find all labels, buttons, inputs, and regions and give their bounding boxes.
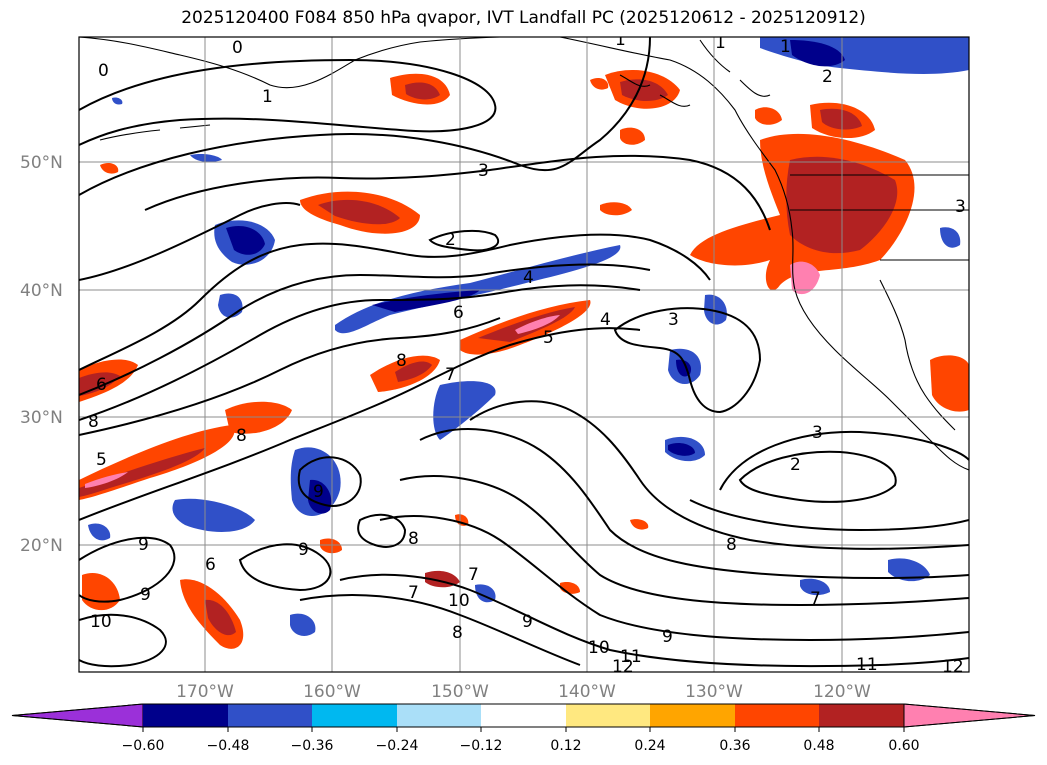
contour-label: 3 xyxy=(955,197,966,217)
colorbar-bin xyxy=(143,704,228,727)
contour-label: 9 xyxy=(140,585,151,605)
colorbar-extend-high xyxy=(903,703,1036,728)
contour-label: 8 xyxy=(452,623,463,643)
coastline xyxy=(79,37,969,471)
contour-label: 1 xyxy=(780,37,791,57)
contour-label: 4 xyxy=(600,310,611,330)
lat-label-30n: 30°N xyxy=(20,408,63,428)
contour-label: 3 xyxy=(812,423,823,443)
lon-label-120w: 120°W xyxy=(813,682,871,702)
colorbar-tick-label: −0.48 xyxy=(207,738,250,754)
contour-label: 0 xyxy=(98,61,109,81)
lon-label-160w: 160°W xyxy=(303,682,361,702)
contour-label: 5 xyxy=(543,328,554,348)
contour-label: 10 xyxy=(448,591,470,611)
colorbar-tick-label: −0.24 xyxy=(376,738,419,754)
contour-label: 1 xyxy=(615,30,626,50)
lat-label-40n: 40°N xyxy=(20,281,63,301)
colorbar-tick-label: −0.12 xyxy=(460,738,503,754)
contour-label: 3 xyxy=(668,310,679,330)
colorbar-bin xyxy=(481,704,566,727)
colorbar-bin xyxy=(566,704,650,727)
colorbar-tick-label: 0.60 xyxy=(888,738,919,754)
contour-label: 11 xyxy=(856,655,878,675)
map-title: 2025120400 F084 850 hPa qvapor, IVT Land… xyxy=(181,8,866,28)
contour-label: 8 xyxy=(88,412,99,432)
contour-label: 4 xyxy=(523,268,534,288)
positive-anomaly-areas xyxy=(79,70,969,649)
longitude-labels: 170°W 160°W 150°W 140°W 130°W 120°W xyxy=(176,682,871,702)
colorbar: −0.60 −0.48 −0.36 −0.24 −0.12 0.12 0.24 … xyxy=(11,703,1036,754)
colorbar-bin xyxy=(397,704,481,727)
colorbar-bin xyxy=(650,704,735,727)
colorbar-extend-low xyxy=(11,703,144,728)
contour-label: 3 xyxy=(478,161,489,181)
contour-label: 8 xyxy=(396,351,407,371)
lon-label-130w: 130°W xyxy=(685,682,743,702)
colorbar-tick-label: −0.60 xyxy=(122,738,165,754)
contour-label: 10 xyxy=(90,612,112,632)
contour-label: 6 xyxy=(96,375,107,395)
contour-label: 8 xyxy=(236,426,247,446)
contour-label: 1 xyxy=(715,33,726,53)
colorbar-tick-label: 0.24 xyxy=(634,738,665,754)
lat-label-20n: 20°N xyxy=(20,536,63,556)
contour-label: 0 xyxy=(232,38,243,58)
lon-label-150w: 150°W xyxy=(431,682,489,702)
contour-label: 12 xyxy=(942,657,964,677)
contour-label: 1 xyxy=(262,87,273,107)
gridlines xyxy=(79,37,969,672)
map-panel: 0 0 1 1 1 1 2 3 2 4 6 4 3 5 8 7 8 6 8 5 … xyxy=(79,30,969,677)
colorbar-tick-label: 0.36 xyxy=(719,738,750,754)
contour-label: 2 xyxy=(790,455,801,475)
contour-label: 2 xyxy=(822,67,833,87)
contour-label: 11 xyxy=(620,647,642,667)
colorbar-bin xyxy=(735,704,819,727)
colorbar-tick-label: 0.12 xyxy=(550,738,581,754)
contour-label: 12 xyxy=(612,657,634,677)
contour-label: 7 xyxy=(408,583,419,603)
contour-label: 9 xyxy=(298,540,309,560)
colorbar-bin xyxy=(819,704,904,727)
colorbar-bin xyxy=(312,704,397,727)
contour-label: 2 xyxy=(445,230,456,250)
lon-label-170w: 170°W xyxy=(176,682,234,702)
colorbar-ticks xyxy=(142,727,905,732)
colorbar-bin xyxy=(228,704,312,727)
latitude-labels: 50°N 40°N 30°N 20°N xyxy=(20,153,63,556)
contour-label: 9 xyxy=(313,482,324,502)
contour-label: 6 xyxy=(453,303,464,323)
lat-label-50n: 50°N xyxy=(20,153,63,173)
lon-label-140w: 140°W xyxy=(558,682,616,702)
colorbar-tick-label: 0.48 xyxy=(803,738,834,754)
contour-label: 7 xyxy=(468,565,479,585)
contour-label: 8 xyxy=(726,535,737,555)
map-frame xyxy=(78,36,970,673)
contour-label: 10 xyxy=(588,638,610,658)
ivt-contours xyxy=(79,37,969,668)
colorbar-tick-label: −0.36 xyxy=(291,738,334,754)
contour-label: 9 xyxy=(138,535,149,555)
contour-label: 9 xyxy=(662,627,673,647)
contour-label: 7 xyxy=(445,365,456,385)
contour-label: 7 xyxy=(810,589,821,609)
contour-label: 9 xyxy=(522,612,533,632)
contour-label: 8 xyxy=(408,529,419,549)
contour-labels: 0 0 1 1 1 1 2 3 2 4 6 4 3 5 8 7 8 6 8 5 … xyxy=(88,30,966,677)
contour-label: 5 xyxy=(96,450,107,470)
contour-label: 6 xyxy=(205,555,216,575)
